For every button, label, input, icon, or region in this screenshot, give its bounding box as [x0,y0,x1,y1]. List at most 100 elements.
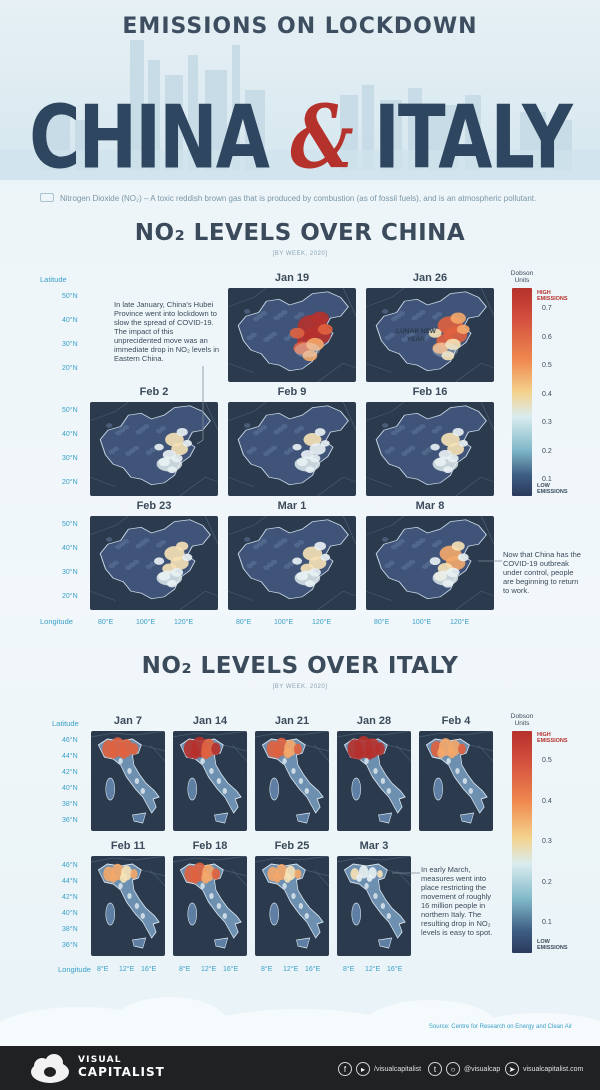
italy-lat-tick: 46°N [62,862,78,869]
border-lines [366,516,494,610]
emission-speckle [222,913,228,919]
no2-definition: Nitrogen Dioxide (NO₂) – A toxic reddish… [40,193,570,203]
china-map-svg [228,402,356,496]
china-legend-tick: 0.2 [542,447,552,455]
emission-speckle [384,563,391,569]
website-link[interactable]: ➤ visualcapitalist.com [505,1062,583,1076]
italy-map-title: Jan 14 [192,715,228,727]
italy-lat-tick: 40°N [62,910,78,917]
sardinia-landmass [269,902,279,926]
emission-speckle [145,564,153,570]
china-map-title: Feb 23 [136,500,172,512]
emission-speckle [364,758,369,764]
emission-hotspot [314,428,326,437]
italy-legend-tick: 0.4 [542,797,552,805]
facebook-handle[interactable]: /visualcapitalist [374,1065,422,1073]
twitter-icon[interactable]: t [428,1062,442,1076]
emission-hotspot [154,557,165,565]
china-map-svg [366,516,494,610]
china-map-svg [228,288,356,382]
emission-hotspot [457,553,469,562]
emission-hotspot [437,747,446,759]
italy-map-svg [255,731,329,824]
emission-speckle [114,544,122,550]
emission-speckle [468,788,474,794]
emission-speckle [382,537,389,542]
china-section-title: NO₂ LEVELS OVER CHINA [134,220,466,246]
emission-speckle [382,423,389,428]
italy-legend-tick: 0.2 [542,878,552,886]
china-legend-colorbar [512,288,532,496]
emission-speckle [252,430,260,436]
lunar-new-year-label: LUNAR NEW YEAR [396,328,436,343]
social-facebook-youtube[interactable]: f ▸ /visualcapitalist [338,1062,421,1076]
emission-speckle [431,314,439,320]
emission-speckle [118,883,123,889]
emission-hotspot [292,443,302,451]
emission-speckle [273,429,280,435]
emission-speckle [411,543,418,549]
italy-map-title: Feb 11 [110,840,146,852]
italy-map [91,731,165,831]
china-map-svg [366,288,494,382]
china-map-title: Mar 8 [415,500,445,512]
sicily-landmass [460,812,475,824]
emission-hotspot [317,323,333,335]
china-lat-tick: 30°N [62,569,78,576]
sardinia-landmass [105,777,115,801]
emission-hotspot [432,342,448,354]
emission-hotspot [292,557,302,565]
italy-legend-colorbar [512,731,532,953]
emission-speckle [384,335,391,341]
emission-speckle [106,537,113,542]
china-lon-tick: 80°E [374,619,390,626]
emission-hotspot [303,433,322,447]
emission-speckle [373,893,378,899]
china-legend-tick: 0.7 [542,305,552,312]
emission-hotspot [354,746,365,760]
emission-speckle [200,758,205,764]
emission-speckle [455,768,460,774]
city-skyline-illustration [0,0,600,180]
china-lon-tick: 80°E [236,619,252,626]
emission-low-area [432,456,459,472]
italy-map-svg [255,856,329,949]
visual-capitalist-logo-icon [31,1054,69,1083]
emission-speckle [252,316,260,322]
emission-hotspot [430,443,440,451]
italy-map [255,856,329,956]
emission-speckle [390,316,398,322]
emission-hotspot [306,337,324,351]
website-url[interactable]: visualcapitalist.com [523,1065,584,1073]
emission-hotspot [441,350,455,361]
china-map-title: Feb 2 [139,386,169,398]
emission-speckle [291,893,296,899]
facebook-icon[interactable]: f [338,1062,352,1076]
youtube-icon[interactable]: ▸ [356,1062,370,1076]
instagram-icon[interactable]: ○ [446,1062,460,1076]
italy-longitude-label: Longitude [58,965,91,974]
social-twitter-instagram[interactable]: t ○ @visualcap [428,1062,500,1076]
emission-hotspot [129,743,139,755]
border-lines [228,516,356,610]
emission-hotspot [447,442,465,456]
emission-speckle [298,903,304,909]
italy-lon-tick: 8°E [261,966,273,973]
footer: VISUAL CAPITALIST f ▸ /visualcapitalist … [0,1046,600,1090]
twitter-handle[interactable]: @visualcap [464,1065,501,1073]
border-lines [228,402,356,496]
italy-map-title: Feb 4 [441,715,471,727]
china-map [228,288,356,382]
emission-hotspot [154,443,164,451]
china-map-title: Jan 26 [412,272,448,284]
china-map-svg [90,516,218,610]
emission-speckle [421,336,429,342]
sicily-landmass [214,812,229,824]
title-ampersand: & [290,85,353,189]
emission-hotspot [119,747,128,759]
sicily-landmass [132,812,147,824]
emission-speckle [282,758,287,764]
italy-map [337,731,411,831]
emission-hotspot [458,439,468,447]
